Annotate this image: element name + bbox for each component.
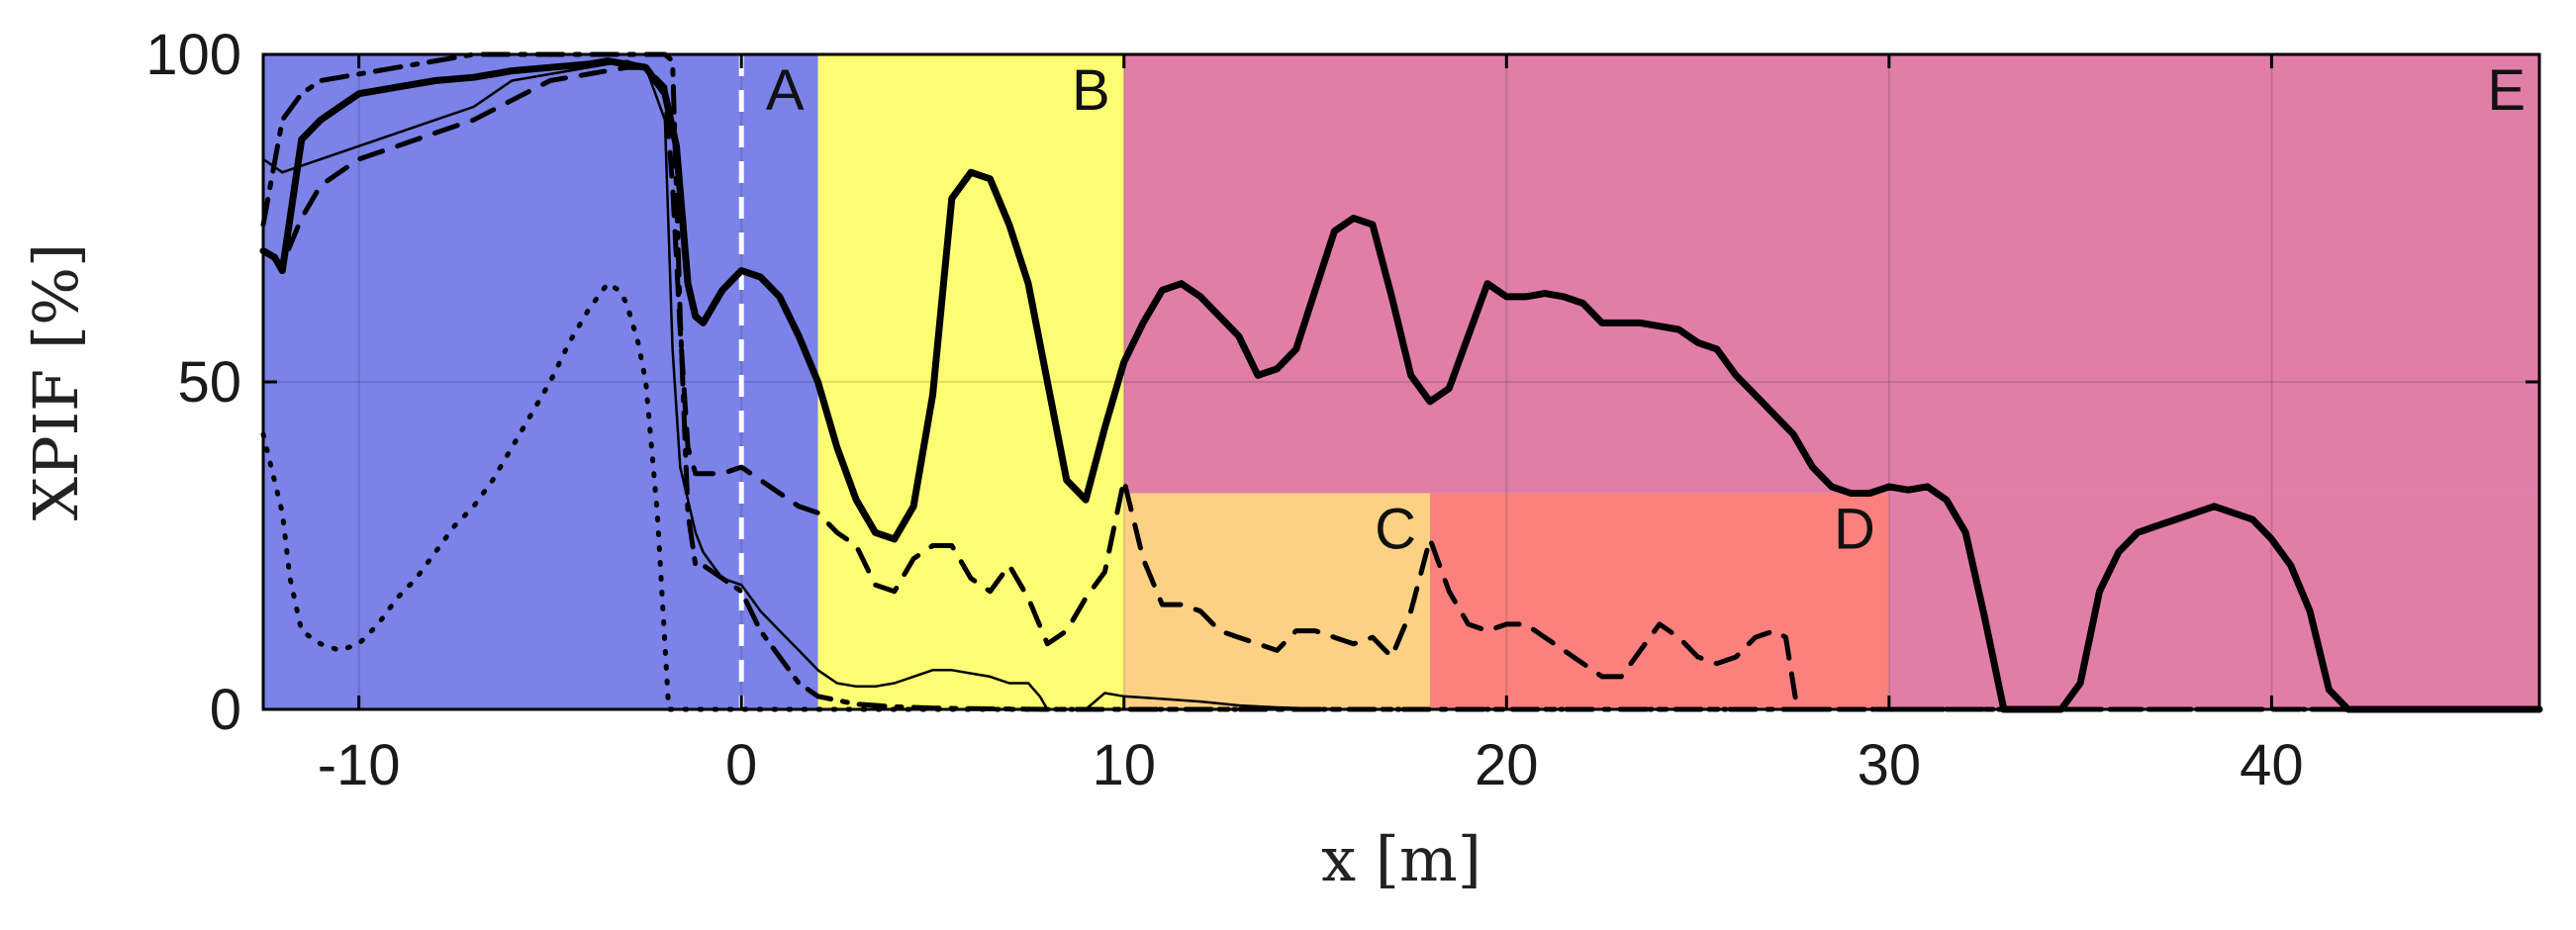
series-line-dash-dot	[260, 51, 2542, 712]
region-e-background	[1123, 54, 2539, 494]
x-tick-label: 20	[1475, 733, 1539, 797]
region-a-background	[263, 54, 818, 709]
region-label-b: B	[1072, 58, 1110, 123]
region-e-lower-background	[1888, 493, 2539, 709]
region-d-background	[1429, 493, 1889, 709]
region-labels: A B E C D	[766, 58, 2526, 562]
axis-ticks: -10 0 10 20 30 40 0 50 100	[145, 23, 2539, 797]
series-line-dotted	[260, 281, 2542, 712]
y-tick-label: 100	[145, 23, 241, 87]
y-axis-title: XPIF [%]	[20, 243, 92, 520]
x-tick-label: 10	[1092, 733, 1156, 797]
series-line-thin-solid	[261, 59, 2541, 711]
x-tick-label: -10	[318, 733, 401, 797]
y-tick-label: 0	[210, 678, 241, 742]
region-backgrounds	[263, 54, 2539, 709]
x-axis-title: x [m]	[1321, 823, 1481, 895]
region-c-background	[1123, 493, 1430, 709]
x-tick-label: 0	[725, 733, 757, 797]
series-line-dashed	[260, 64, 2542, 712]
region-b-background	[817, 54, 1124, 709]
x-tick-label: 40	[2240, 733, 2304, 797]
region-label-a: A	[766, 58, 805, 123]
y-tick-label: 50	[177, 350, 241, 415]
region-label-e: E	[2487, 58, 2526, 123]
region-label-d: D	[1834, 498, 1875, 562]
region-label-c: C	[1375, 498, 1416, 562]
x-tick-label: 30	[1858, 733, 1922, 797]
